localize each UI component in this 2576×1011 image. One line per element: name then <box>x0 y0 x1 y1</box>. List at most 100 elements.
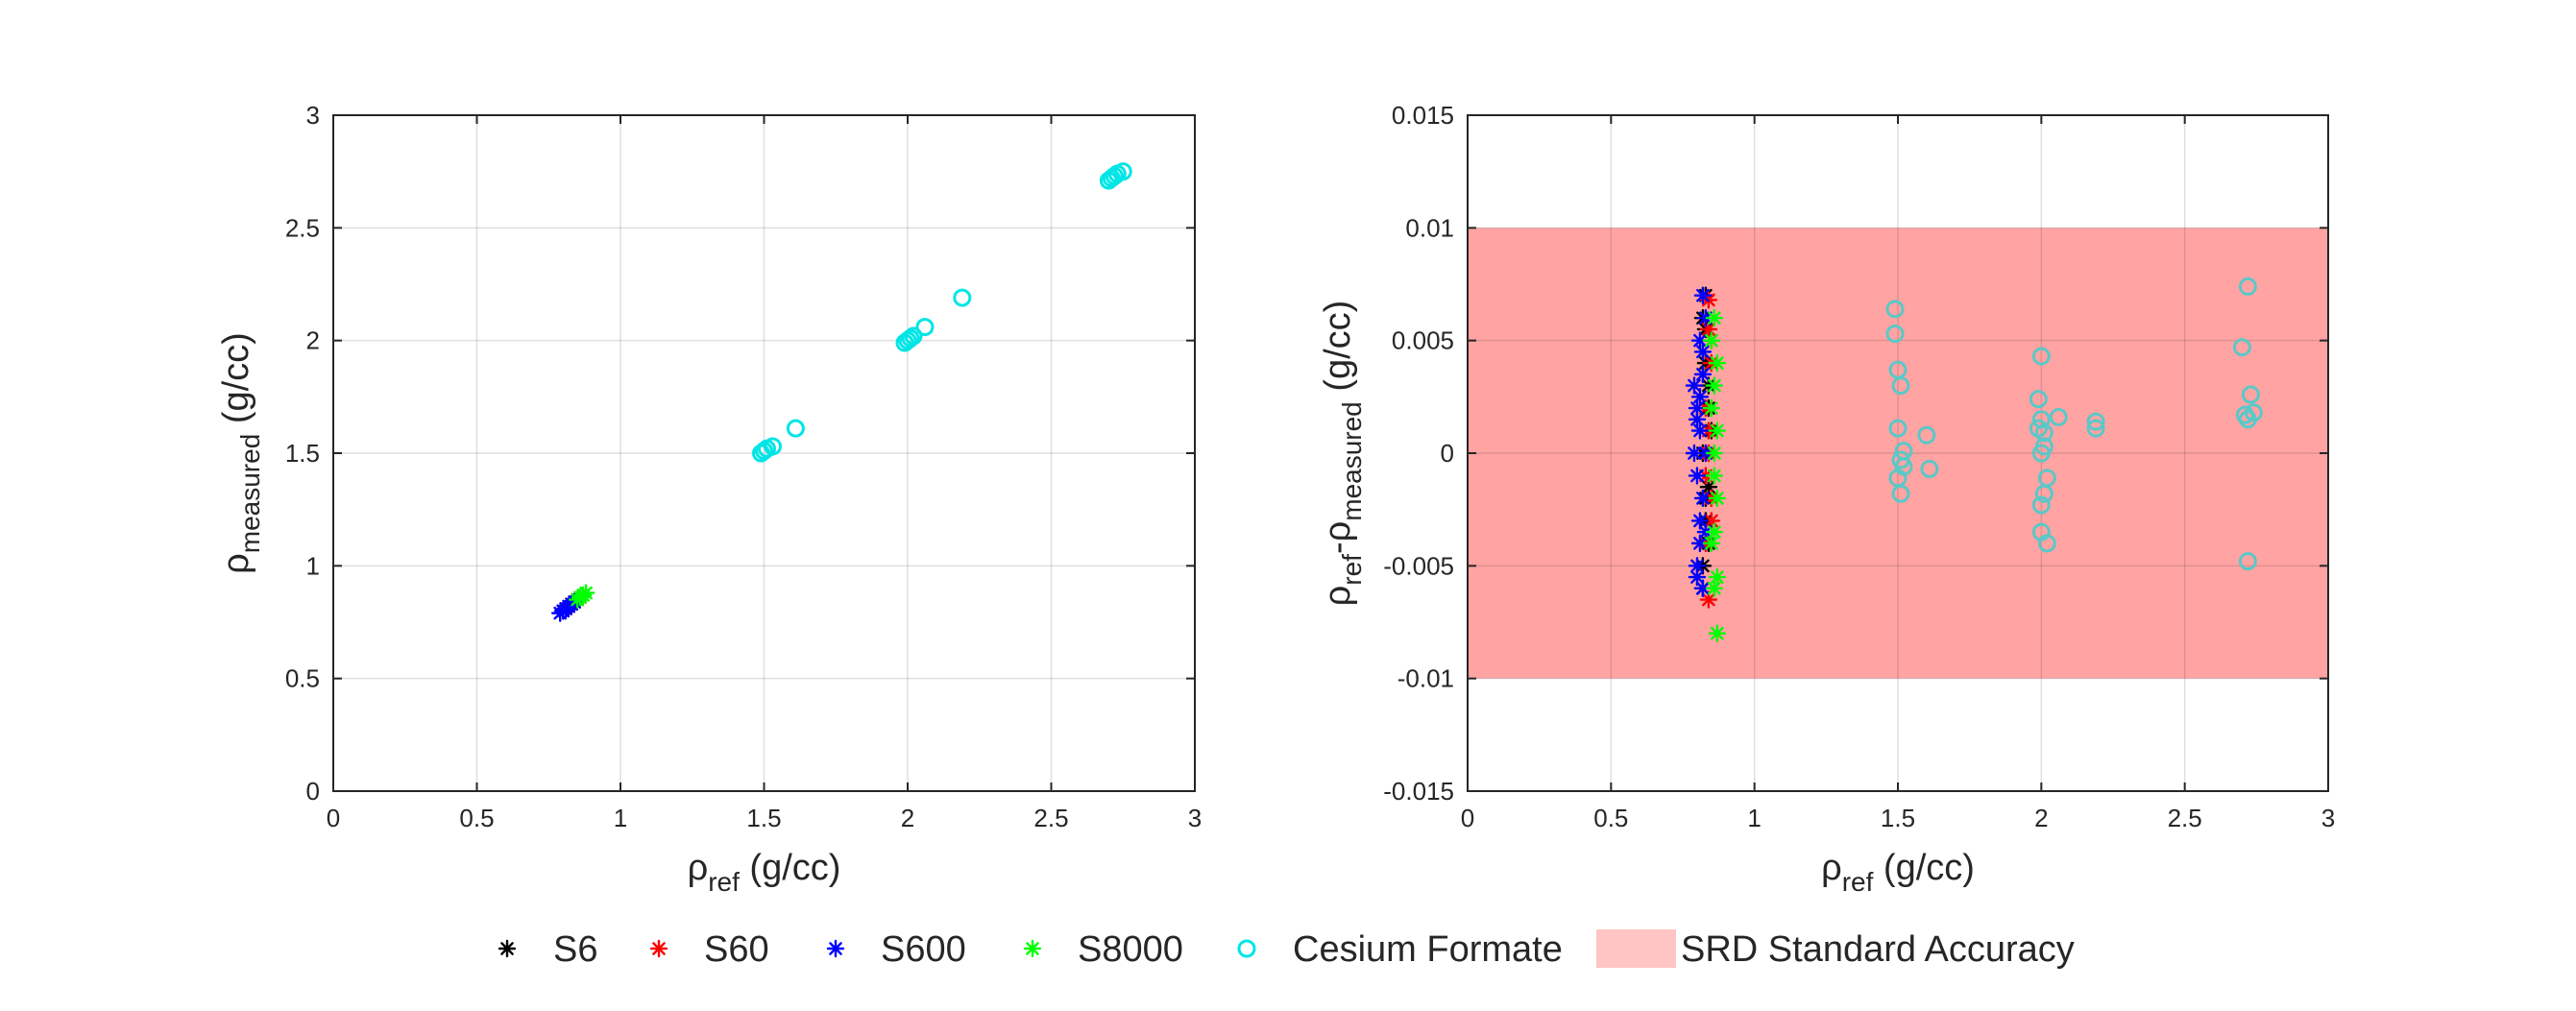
legend-srd-standard-accuracy-swatch <box>1596 929 1676 968</box>
y-tick-label: 0.015 <box>1392 101 1454 130</box>
cesium-formate-point <box>2031 444 2051 463</box>
cesium-formate-point <box>2037 534 2056 553</box>
cesium-formate-point <box>1917 425 1936 445</box>
s8000-point <box>1708 624 1727 642</box>
legend: S6 S60 S600 S8000 Cesium Formate SRD Standard… <box>498 929 2075 970</box>
x-axis-label: ρref (g/cc) <box>688 848 841 897</box>
cesium-formate-point <box>1920 459 1939 478</box>
s8000-point <box>1702 331 1721 349</box>
cesium-formate-point <box>2031 347 2051 366</box>
legend-s60-label: S60 <box>704 929 769 970</box>
x-axis-label: ρref (g/cc) <box>1821 848 1975 897</box>
difference-vs-ref-plot: 0 0.5 1 1.5 2 2.5 3 -0.015 -0.01 -0.005 0 0.005 0.01… <box>1318 101 2335 897</box>
y-tick-label: 2.5 <box>285 213 320 242</box>
measured-vs-ref-plot: 0 0.5 1 1.5 2 2.5 3 0 0.5 1 1.5 2 2.5 3 ρref (g/cc) ρme… <box>216 101 1202 897</box>
legend-cesium-formate-marker <box>1237 939 1256 958</box>
s600-point <box>1693 489 1713 508</box>
s8000-point <box>1705 376 1724 395</box>
cesium-formate-point <box>2086 419 2105 438</box>
cesium-formate-point <box>2029 419 2048 438</box>
legend-srd-standard-accuracy-label: SRD Standard Accuracy <box>1681 929 2075 970</box>
s600-point <box>1690 421 1710 440</box>
x-tick-label: 1.5 <box>746 804 781 832</box>
s8000-point <box>1705 467 1724 485</box>
legend-s8000-label: S8000 <box>1078 929 1183 970</box>
s8000-point <box>1705 579 1724 597</box>
x-tick-label: 1 <box>614 804 627 832</box>
y-axis-label: ρref-ρmeasured (g/cc) <box>1318 301 1367 607</box>
s8000-point <box>1702 398 1721 418</box>
y-tick-label: 0 <box>1441 439 1454 468</box>
cesium-formate-point <box>2238 277 2257 296</box>
s8000-point <box>1708 489 1727 508</box>
s600-point <box>1688 410 1707 428</box>
s8000-point <box>1705 309 1724 327</box>
legend-s600-marker <box>826 939 845 958</box>
cesium-formate-point <box>2238 552 2257 571</box>
cesium-formate-point <box>786 419 805 438</box>
cesium-formate-point <box>2029 390 2048 409</box>
y-tick-label: 0.5 <box>285 664 320 693</box>
s8000-point <box>576 584 595 602</box>
cesium-formate-point <box>904 326 923 346</box>
cesium-formate-point <box>2232 338 2251 357</box>
s8000-point <box>1702 534 1721 553</box>
x-tick-label: 0 <box>327 804 340 832</box>
cesium-formate-point <box>755 442 773 461</box>
x-tick-label: 0.5 <box>1593 804 1628 832</box>
cesium-formate-point <box>901 328 920 348</box>
legend-s6-marker <box>498 939 517 958</box>
s600-point <box>1685 376 1704 395</box>
x-tick-label: 1 <box>1747 804 1761 832</box>
axes-background <box>333 115 1195 791</box>
s8000-point <box>1708 353 1727 373</box>
cesium-formate-point <box>1885 325 1905 344</box>
cesium-formate-point <box>2241 385 2260 404</box>
s8000-point <box>1708 421 1727 440</box>
s8000-point <box>1708 567 1727 587</box>
cesium-formate-point <box>2086 412 2105 431</box>
legend-s600-label: S600 <box>881 929 966 970</box>
cesium-formate-point <box>915 318 935 337</box>
s600-point <box>1688 567 1707 587</box>
x-tick-label: 2.5 <box>1033 804 1068 832</box>
cesium-formate-point <box>1885 300 1905 319</box>
x-tick-label: 2.5 <box>2168 804 2202 832</box>
x-tick-label: 3 <box>2321 804 2335 832</box>
y-tick-label: 0.01 <box>1405 213 1454 242</box>
cesium-formate-point <box>1891 376 1910 396</box>
x-tick-label: 2 <box>901 804 914 832</box>
cesium-formate-point <box>2034 484 2054 503</box>
cesium-formate-point <box>763 437 782 456</box>
y-tick-label: 1 <box>306 551 320 580</box>
cesium-formate-point <box>1105 166 1124 185</box>
cesium-formate-point <box>1891 484 1910 503</box>
x-tick-label: 0 <box>1461 804 1474 832</box>
x-tick-label: 0.5 <box>459 804 494 832</box>
s600-point <box>1690 388 1710 406</box>
cesium-formate-point <box>2049 407 2068 426</box>
cesium-formate-point <box>2235 405 2254 424</box>
x-tick-label: 3 <box>1188 804 1202 832</box>
y-tick-label: -0.005 <box>1383 551 1454 580</box>
y-tick-label: 0.005 <box>1392 326 1454 355</box>
y-tick-label: 1.5 <box>285 439 320 468</box>
y-tick-label: 0 <box>306 777 320 806</box>
y-tick-label: -0.015 <box>1383 777 1454 806</box>
cesium-formate-point <box>2031 495 2051 515</box>
legend-cesium-formate-label: Cesium Formate <box>1293 929 1563 970</box>
s600-point <box>1688 467 1707 485</box>
s600-point <box>1693 286 1713 304</box>
legend-s8000-marker <box>1023 939 1042 958</box>
cesium-formate-point <box>2244 403 2263 422</box>
x-tick-label: 1.5 <box>1881 804 1915 832</box>
legend-s6-label: S6 <box>553 929 597 970</box>
y-axis-label: ρmeasured (g/cc) <box>216 332 265 574</box>
y-tick-label: 2 <box>306 326 320 355</box>
x-tick-label: 2 <box>2034 804 2048 832</box>
s600-point <box>1693 365 1713 384</box>
y-tick-label: -0.01 <box>1397 664 1454 693</box>
cesium-formate-point <box>1113 162 1132 181</box>
legend-s60-marker <box>649 939 668 958</box>
